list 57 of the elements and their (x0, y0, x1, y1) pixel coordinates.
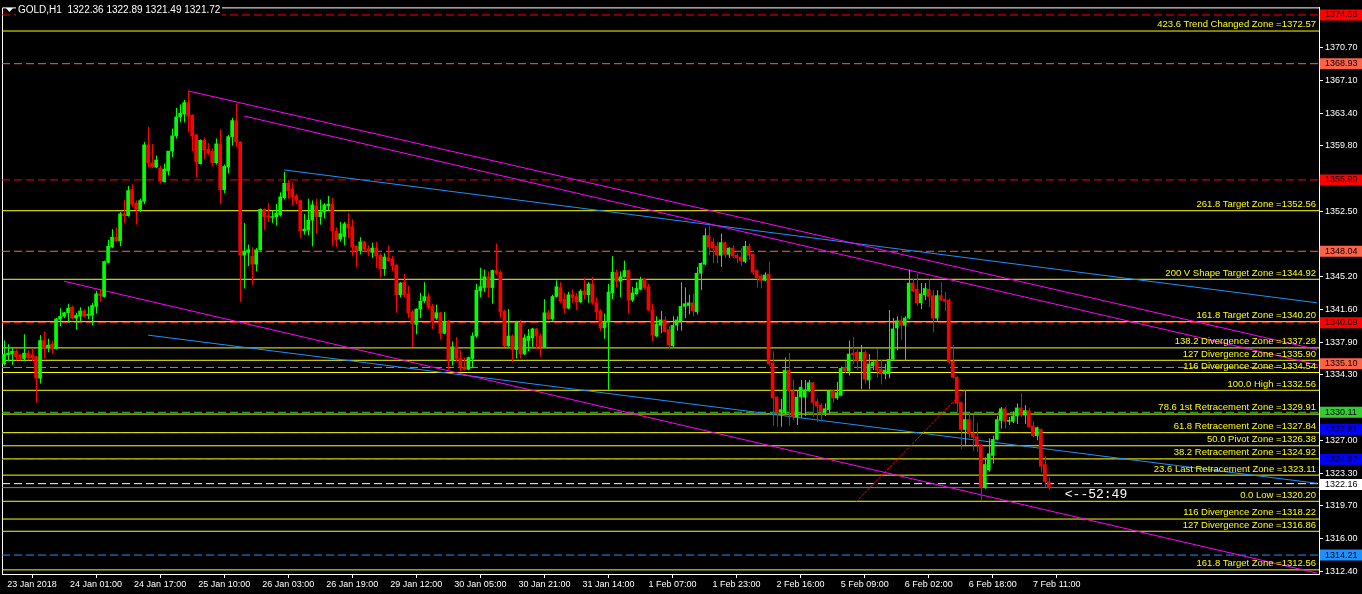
ref-line-label: 1327.81 (1325, 423, 1358, 434)
x-tick-label: 26 Jan 03:00 (262, 578, 315, 589)
ref-line-label: 1324.87 (1325, 453, 1358, 464)
y-tick-label: 1359.80 (1325, 140, 1358, 151)
y-tick-label: 1341.60 (1325, 303, 1358, 314)
x-tick-label: 7 Feb 11:00 (1033, 578, 1081, 589)
ref-line-label: 116 Divergence Zone =1318.22 (1183, 506, 1316, 518)
ref-line-label: 423.6 Trend Changed Zone =1372.57 (1157, 18, 1316, 30)
ref-line-label: 1355.99 (1325, 174, 1358, 185)
ref-line-label: 1340.09 (1325, 317, 1358, 328)
y-tick-label: 1352.50 (1325, 205, 1358, 216)
ref-line-label: 1330.11 (1325, 406, 1357, 417)
x-tick-label: 2 Feb 16:00 (776, 578, 825, 589)
ref-line-label: 61.8 Retracement Zone =1327.84 (1173, 420, 1316, 432)
x-tick-label: 1 Feb 07:00 (648, 578, 697, 589)
y-tick-label: 1345.20 (1325, 271, 1358, 282)
ref-line-label: 100.0 High =1332.56 (1227, 377, 1316, 389)
y-tick-label: 1363.40 (1325, 107, 1358, 118)
ref-line-label: 78.6 1st Retracement Zone =1329.91 (1158, 401, 1316, 413)
ref-line-label: 1314.21 (1325, 549, 1358, 560)
y-tick-label: 1312.40 (1325, 565, 1358, 576)
x-tick-label: 29 Jan 12:00 (390, 578, 443, 589)
ref-line-label: 50.0 Pivot Zone =1326.38 (1206, 433, 1316, 445)
ref-line-label: 38.2 Retracement Zone =1324.92 (1173, 446, 1316, 458)
x-tick-label: 5 Feb 09:00 (840, 578, 889, 589)
x-tick-label: 25 Jan 10:00 (198, 578, 251, 589)
x-tick-label: 24 Jan 01:00 (70, 578, 123, 589)
y-tick-label: 1327.00 (1325, 434, 1358, 445)
x-tick-label: 31 Jan 14:00 (582, 578, 635, 589)
ref-line-label: 261.8 Target Zone =1352.56 (1196, 198, 1316, 210)
x-tick-label: 6 Feb 02:00 (904, 578, 953, 589)
ref-line-label: 161.8 Target Zone =1340.20 (1196, 309, 1316, 321)
y-tick-label: 1367.10 (1325, 74, 1358, 85)
annotation: <--52:49 (1064, 487, 1128, 503)
x-tick-label: 30 Jan 05:00 (454, 578, 507, 589)
x-tick-label: 6 Feb 18:00 (968, 578, 1017, 589)
y-tick-label: 1370.70 (1325, 42, 1358, 53)
y-tick-label: 1316.00 (1325, 533, 1358, 544)
x-tick-label: 26 Jan 19:00 (326, 578, 379, 589)
ref-line-label: 161.8 Target Zone =1312.56 (1196, 557, 1316, 569)
ref-line-label: 1335.10 (1325, 358, 1358, 369)
ref-line-label: 127 Divergence Zone =1316.86 (1182, 518, 1316, 530)
ref-line-label: 1374.36 (1325, 9, 1358, 20)
y-tick-label: 1323.30 (1325, 467, 1358, 478)
ref-line-label: 1368.93 (1325, 58, 1358, 69)
ref-line-label: 1348.04 (1325, 245, 1358, 256)
y-tick-label: 1337.90 (1325, 336, 1358, 347)
y-tick-label: 1319.70 (1325, 500, 1358, 511)
ref-line-label: 1322.16 (1325, 478, 1358, 489)
x-tick-label: 24 Jan 17:00 (134, 578, 187, 589)
x-tick-label: 23 Jan 2018 (7, 578, 57, 589)
y-tick-label: 1334.30 (1325, 369, 1358, 380)
chart-title: GOLD,H1 1322.36 1322.89 1321.49 1321.72 (16, 3, 223, 16)
x-tick-label: 30 Jan 21:00 (518, 578, 571, 589)
ref-line-label: 200 V Shape Target Zone =1344.92 (1165, 266, 1316, 278)
x-tick-label: 1 Feb 23:00 (712, 578, 761, 589)
ref-line-label: 0.0 Low =1320.20 (1240, 488, 1316, 500)
